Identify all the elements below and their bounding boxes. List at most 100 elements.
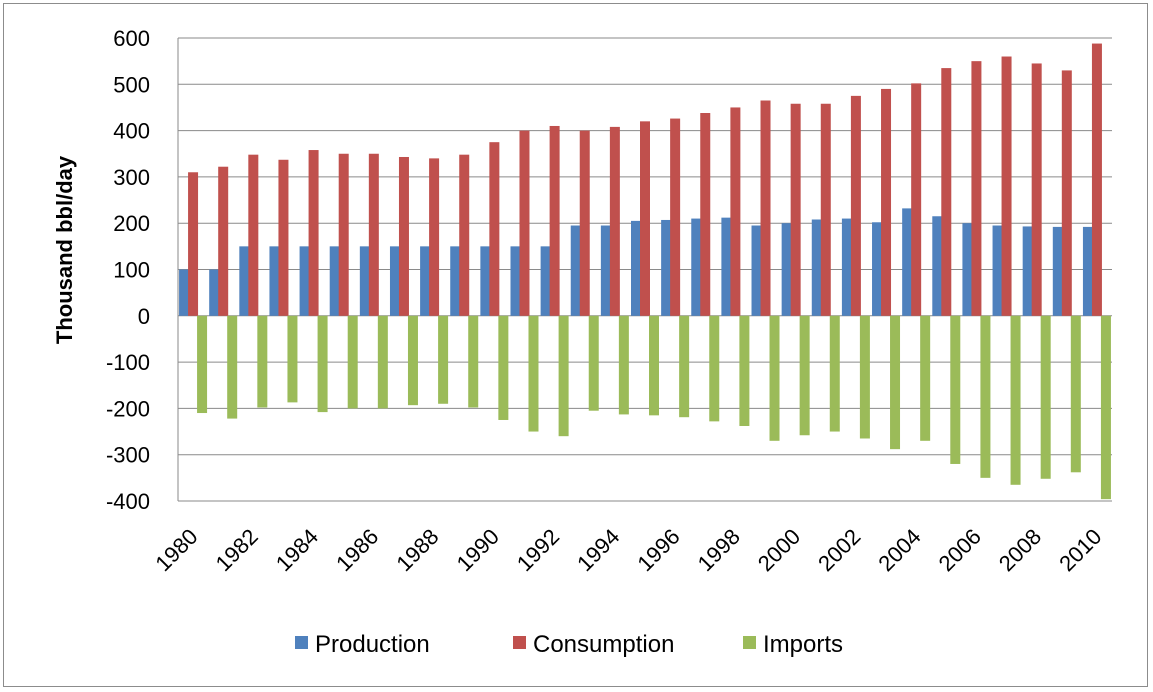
- bar-production: [841, 218, 852, 316]
- bar-production: [510, 246, 521, 316]
- bar-consumption: [670, 118, 681, 316]
- bar-imports: [498, 315, 509, 420]
- bar-production: [721, 217, 732, 316]
- bar-production: [329, 246, 340, 316]
- bar-imports: [1040, 315, 1051, 479]
- bar-consumption: [549, 125, 560, 316]
- bar-production: [992, 225, 1003, 316]
- legend-label-consumption: Consumption: [533, 631, 674, 658]
- y-tick-label: 500: [113, 72, 150, 97]
- bar-imports: [769, 315, 780, 441]
- bar-production: [480, 246, 491, 316]
- y-tick-label: -100: [106, 350, 150, 375]
- bar-imports: [1010, 315, 1021, 485]
- y-tick-label: 300: [113, 165, 150, 190]
- bar-production: [751, 225, 762, 316]
- bar-consumption: [278, 159, 289, 316]
- x-tick-label: 1996: [632, 524, 684, 576]
- bar-production: [600, 225, 611, 316]
- bar-consumption: [519, 130, 530, 316]
- bar-consumption: [308, 150, 319, 316]
- x-tick-label: 2006: [934, 524, 986, 576]
- bar-production: [269, 246, 280, 316]
- bar-consumption: [368, 153, 379, 316]
- legend-swatch-production: [295, 636, 308, 649]
- bar-imports: [227, 315, 238, 419]
- bar-imports: [558, 315, 569, 437]
- bar-consumption: [881, 88, 892, 316]
- bar-imports: [438, 315, 449, 404]
- x-tick-label: 1980: [150, 524, 202, 576]
- y-tick-label: 600: [113, 26, 150, 51]
- bar-imports: [950, 315, 961, 464]
- legend-label-imports: Imports: [763, 631, 843, 658]
- bar-consumption: [1091, 43, 1102, 316]
- bar-consumption: [489, 142, 500, 316]
- y-tick-label: -400: [106, 489, 150, 514]
- x-tick-label: 1988: [391, 524, 443, 576]
- bar-consumption: [730, 107, 741, 316]
- bar-consumption: [429, 158, 440, 316]
- x-tick-label: 2008: [994, 524, 1046, 576]
- bar-imports: [920, 315, 931, 441]
- bar-production: [661, 219, 672, 316]
- legend-label-production: Production: [315, 631, 430, 658]
- bar-imports: [859, 315, 870, 439]
- y-tick-label: 0: [138, 304, 150, 329]
- bar-consumption: [700, 113, 711, 316]
- bar-imports: [407, 315, 418, 406]
- legend-swatch-imports: [743, 636, 756, 649]
- bar-imports: [257, 315, 268, 408]
- bar-consumption: [911, 83, 922, 316]
- bar-production: [872, 222, 883, 316]
- bar-imports: [679, 315, 690, 418]
- bar-production: [209, 269, 220, 316]
- bar-imports: [618, 315, 629, 415]
- bar-imports: [829, 315, 840, 432]
- bar-production: [781, 223, 792, 316]
- bar-imports: [317, 315, 328, 413]
- bar-consumption: [248, 154, 259, 316]
- bar-production: [239, 246, 250, 316]
- bar-production: [540, 246, 551, 316]
- bar-production: [359, 246, 370, 316]
- x-tick-label: 2002: [813, 524, 865, 576]
- bar-production: [962, 223, 973, 316]
- bar-imports: [890, 315, 901, 450]
- bar-production: [570, 225, 581, 316]
- y-tick-label: 200: [113, 211, 150, 236]
- x-tick-label: 1990: [452, 524, 504, 576]
- bar-imports: [347, 315, 358, 409]
- bar-imports: [588, 315, 599, 411]
- y-tick-label: 400: [113, 119, 150, 144]
- x-tick-label: 1984: [271, 524, 323, 576]
- bar-imports: [528, 315, 539, 432]
- bar-consumption: [579, 130, 590, 316]
- bars: [179, 43, 1111, 500]
- bar-consumption: [338, 153, 349, 316]
- bar-imports: [709, 315, 720, 422]
- bar-consumption: [398, 156, 409, 316]
- x-tick-label: 1982: [211, 524, 263, 576]
- bar-imports: [287, 315, 298, 403]
- x-tick-label: 1992: [512, 524, 564, 576]
- y-tick-label: -200: [106, 396, 150, 421]
- x-tick-label: 2000: [753, 524, 805, 576]
- bar-consumption: [790, 103, 801, 316]
- bar-consumption: [1061, 70, 1072, 316]
- bar-imports: [739, 315, 750, 426]
- bar-production: [631, 220, 641, 316]
- bar-production: [299, 246, 310, 316]
- bar-imports: [649, 315, 659, 416]
- bar-consumption: [760, 100, 771, 316]
- bar-imports: [1070, 315, 1081, 473]
- bar-imports: [799, 315, 810, 436]
- bar-production: [389, 246, 400, 316]
- bar-production: [179, 269, 190, 316]
- bar-consumption: [1031, 63, 1042, 316]
- bar-production: [450, 246, 461, 316]
- bar-consumption: [850, 95, 861, 316]
- bar-consumption: [609, 126, 620, 316]
- bar-production: [902, 208, 913, 316]
